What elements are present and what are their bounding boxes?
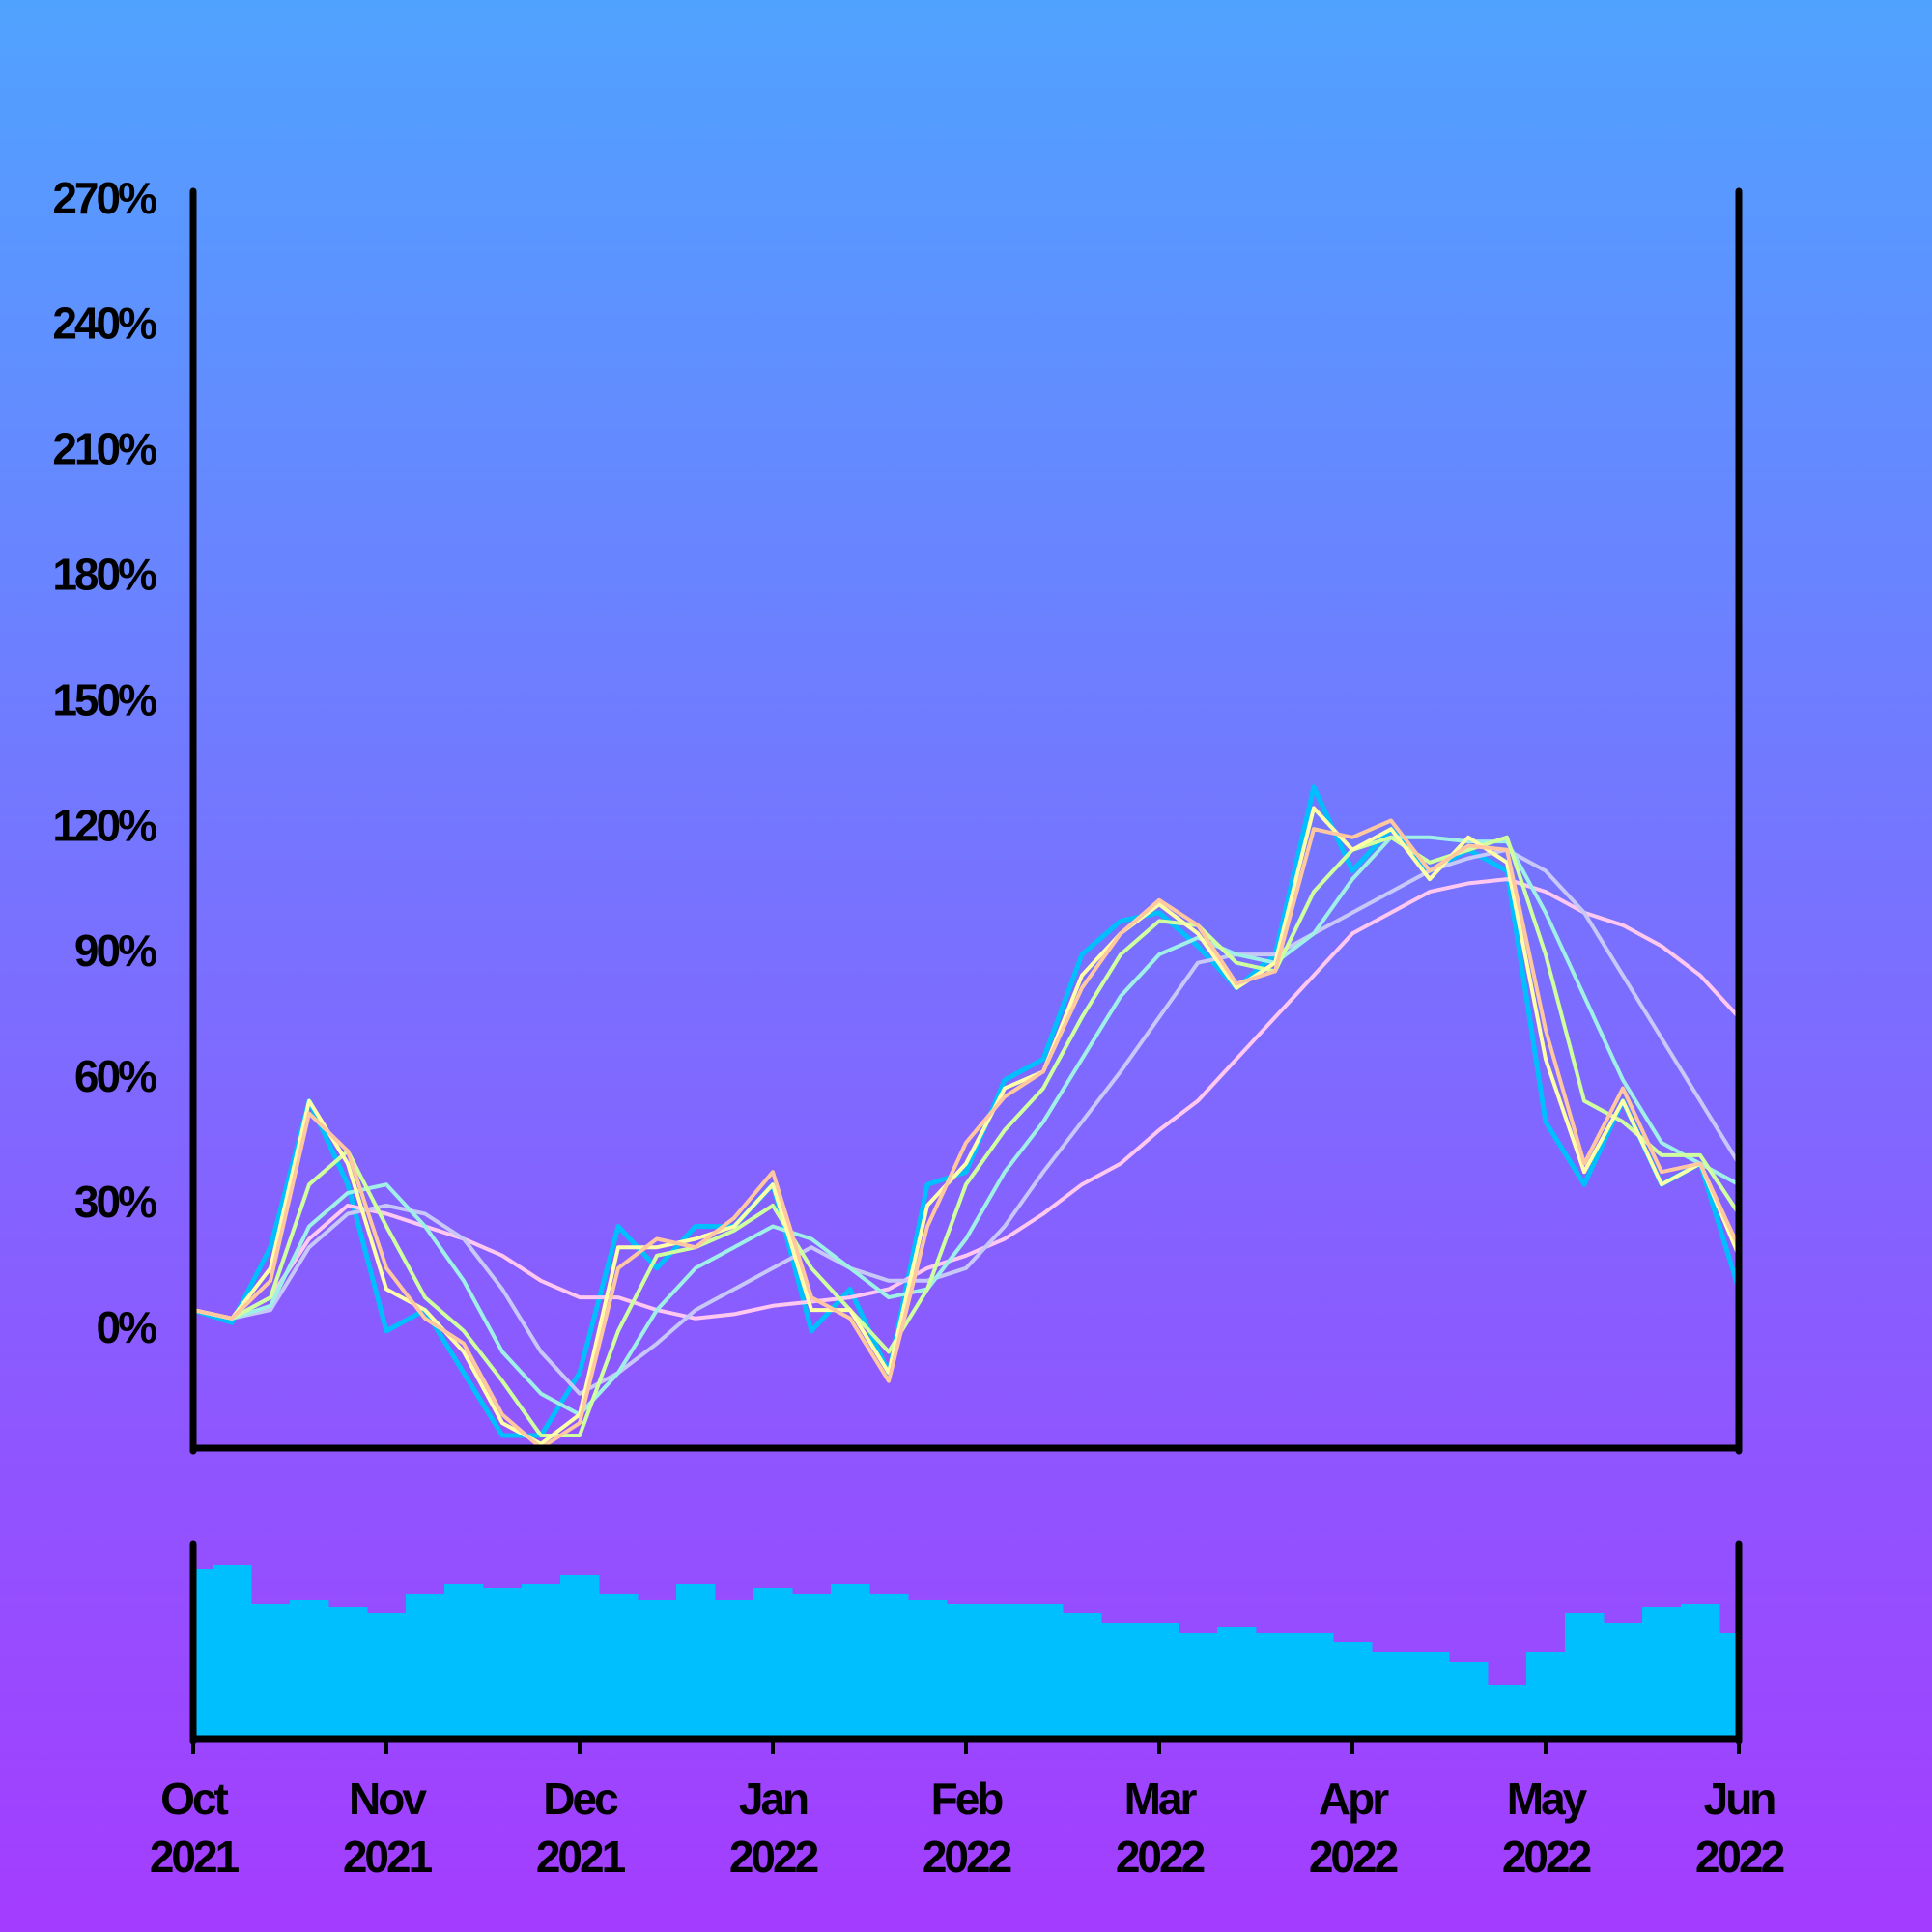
volume-bar	[638, 1600, 677, 1739]
volume-bar	[676, 1584, 716, 1739]
volume-bar	[1565, 1613, 1605, 1739]
x-tick-label: May	[1507, 1774, 1588, 1824]
volume-bar	[1333, 1642, 1373, 1739]
x-tick-label: 2022	[923, 1832, 1011, 1882]
x-tick-label: 2022	[1116, 1832, 1205, 1882]
volume-bar	[483, 1588, 523, 1739]
volume-bar	[290, 1600, 329, 1739]
volume-bar	[1604, 1623, 1643, 1739]
moving-average-line	[193, 847, 1739, 1396]
volume-bar	[1024, 1604, 1064, 1739]
y-tick-label: 90%	[74, 925, 156, 976]
x-tick-label: Apr	[1319, 1774, 1389, 1824]
volume-bar	[985, 1604, 1025, 1739]
moving-average-line	[193, 835, 1739, 1417]
moving-average-line	[193, 818, 1739, 1448]
volume-bar	[1410, 1652, 1450, 1739]
volume-bar	[599, 1594, 639, 1739]
volume-bar	[715, 1600, 754, 1739]
x-tick-label: Nov	[349, 1774, 427, 1824]
volume-bar	[1681, 1604, 1720, 1739]
x-tick-label: 2022	[1309, 1832, 1398, 1882]
volume-bar	[1372, 1652, 1411, 1739]
volume-bar	[908, 1600, 948, 1739]
x-tick-label: Oct	[160, 1774, 228, 1824]
x-tick-label: 2022	[729, 1832, 818, 1882]
volume-bar	[367, 1613, 407, 1739]
axes: 0% 30% 60% 90% 120% 150% 180% 210% 240% 270% Oct 20…	[52, 173, 1786, 1882]
x-tick-label: 2021	[536, 1832, 626, 1882]
volume-bar	[328, 1607, 368, 1739]
volume-bar	[560, 1575, 600, 1739]
volume-plot	[193, 1565, 1739, 1739]
volume-bar	[1526, 1652, 1566, 1739]
volume-bar	[753, 1588, 793, 1739]
x-tick-label: Dec	[543, 1774, 618, 1824]
volume-bar	[1642, 1607, 1682, 1739]
x-tick-label: 2021	[150, 1832, 240, 1882]
y-tick-label: 60%	[74, 1051, 156, 1101]
x-tick-label: 2022	[1502, 1832, 1591, 1882]
volume-bar	[1294, 1633, 1334, 1739]
y-tick-label: 180%	[52, 550, 156, 600]
volume-bar	[792, 1594, 832, 1739]
y-tick-label: 120%	[52, 800, 156, 850]
volume-bar	[869, 1594, 909, 1739]
y-tick-label: 210%	[52, 424, 156, 474]
moving-average-line	[193, 877, 1739, 1321]
volume-bar	[1217, 1627, 1257, 1739]
volume-bar	[947, 1604, 986, 1739]
volume-bar	[1488, 1685, 1527, 1739]
volume-bar	[193, 1569, 213, 1739]
volume-bar	[1101, 1623, 1141, 1739]
volume-bar	[831, 1584, 870, 1739]
volume-bar	[213, 1565, 252, 1739]
volume-bar	[444, 1584, 484, 1739]
x-tick-label: Mar	[1124, 1774, 1198, 1824]
volume-bar	[251, 1604, 291, 1739]
volume-bar	[1449, 1662, 1489, 1739]
volume-bar	[1140, 1623, 1179, 1739]
volume-bar	[406, 1594, 445, 1739]
x-tick-label: 2021	[343, 1832, 433, 1882]
y-tick-label: 0%	[97, 1302, 157, 1352]
volume-bar	[1256, 1633, 1295, 1739]
price-plot	[193, 784, 1739, 1448]
y-tick-label: 150%	[52, 674, 156, 724]
volume-bar	[522, 1584, 561, 1739]
volume-bar	[1179, 1633, 1218, 1739]
y-tick-label: 270%	[52, 173, 156, 223]
x-tick-label: Feb	[931, 1774, 1004, 1824]
volume-bar	[1719, 1633, 1739, 1739]
y-tick-label: 240%	[52, 298, 156, 349]
x-tick-label: Jun	[1704, 1774, 1776, 1824]
x-tick-label: Jan	[739, 1774, 808, 1824]
x-tick-label: 2022	[1695, 1832, 1784, 1882]
volume-bar	[1063, 1613, 1102, 1739]
y-tick-label: 30%	[74, 1177, 156, 1227]
